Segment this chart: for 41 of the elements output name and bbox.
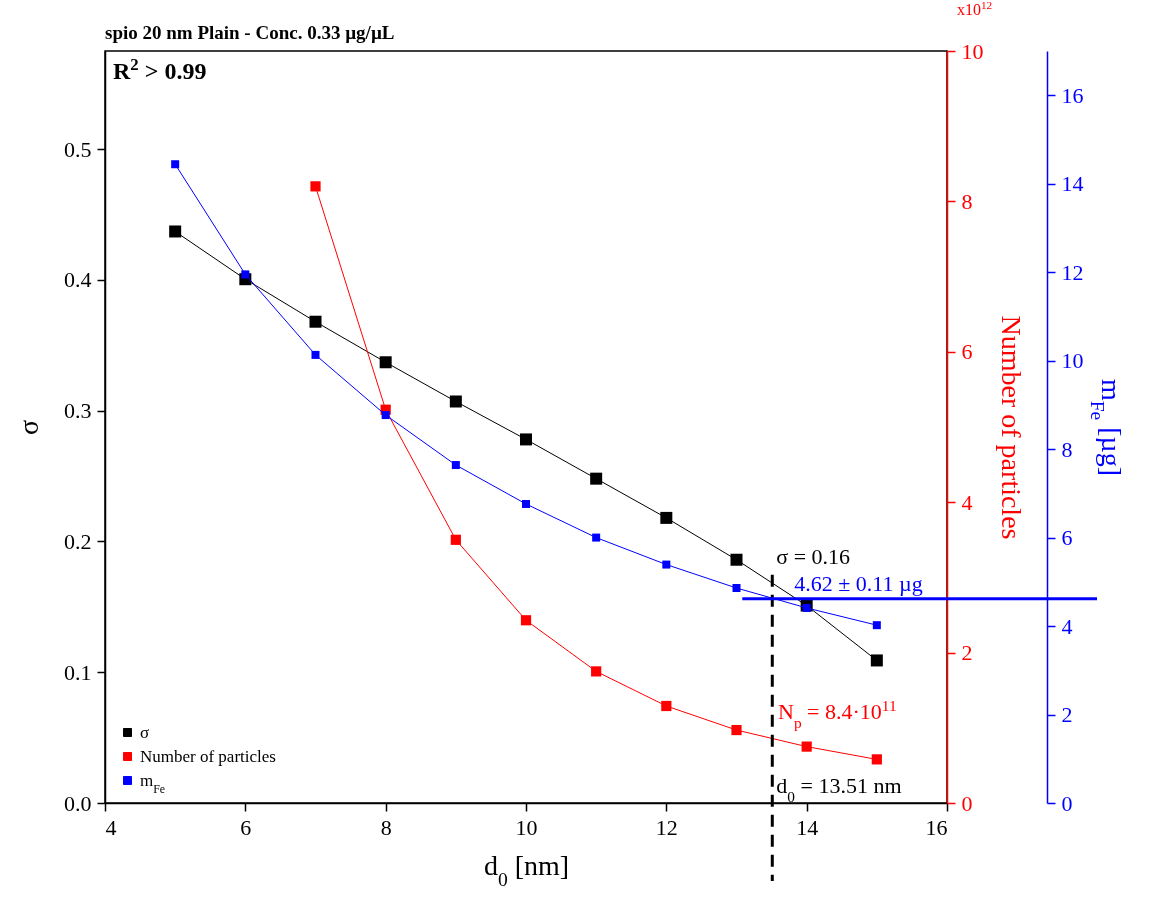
y-tick-label: 0.4	[64, 267, 92, 293]
x-tick-label: 8	[380, 814, 392, 840]
y2-tick-label: 6	[961, 339, 973, 365]
annotation: N$_{p}$ = 8.4·10$^{11}$	[778, 696, 897, 731]
legend-label: m$_{Fe}$	[140, 770, 166, 796]
y-tick-label: 0.0	[64, 790, 92, 816]
x-tick-label: 14	[796, 814, 819, 840]
x-tick-label: 10	[515, 814, 538, 840]
y-axis-title: σ	[13, 419, 44, 436]
x-tick-label: 6	[240, 814, 252, 840]
y-tick-label: 0.2	[64, 528, 92, 554]
annotation: σ = 0.16	[776, 543, 851, 569]
x-tick-label: 16	[925, 814, 948, 840]
chart-title: spio 20 nm Plain - Conc. 0.33 µg/µL	[105, 22, 395, 43]
text: x10$^{12}$	[957, 0, 993, 18]
y-tick-label: 0.5	[64, 136, 92, 162]
y-tick-label: 0.1	[64, 659, 92, 685]
y3-tick-label: 6	[1061, 525, 1073, 551]
y2-tick-label: 10	[961, 38, 984, 64]
x-tick-label: 4	[105, 814, 117, 840]
ref-line-label: d$_{0}$ = 13.51 nm	[776, 773, 902, 805]
ref-line-label: 4.62 ± 0.11 µg	[794, 570, 923, 596]
y2-axis-title: Number of particles	[995, 315, 1027, 540]
y3-tick-label: 8	[1061, 436, 1073, 462]
y3-tick-label: 16	[1061, 82, 1084, 108]
y-tick-label: 0.3	[64, 398, 92, 424]
y3-tick-label: 4	[1061, 613, 1073, 639]
x-tick-label: 12	[655, 814, 678, 840]
y3-tick-label: 10	[1061, 348, 1084, 374]
x-axis-title: d$_{0}$ [nm]	[483, 849, 570, 889]
y2-tick-label: 8	[961, 188, 973, 214]
y2-tick-label: 0	[961, 790, 973, 816]
y3-tick-label: 2	[1061, 702, 1073, 728]
y3-tick-label: 0	[1061, 790, 1073, 816]
y3-tick-label: 12	[1061, 259, 1084, 285]
legend-label: σ	[140, 722, 150, 742]
legend-label: Number of particles	[140, 746, 276, 766]
annotation: R$^{2}$ > 0.99	[113, 54, 207, 84]
y2-tick-label: 2	[961, 640, 973, 666]
y2-tick-label: 4	[961, 489, 973, 515]
y3-tick-label: 14	[1061, 171, 1084, 197]
